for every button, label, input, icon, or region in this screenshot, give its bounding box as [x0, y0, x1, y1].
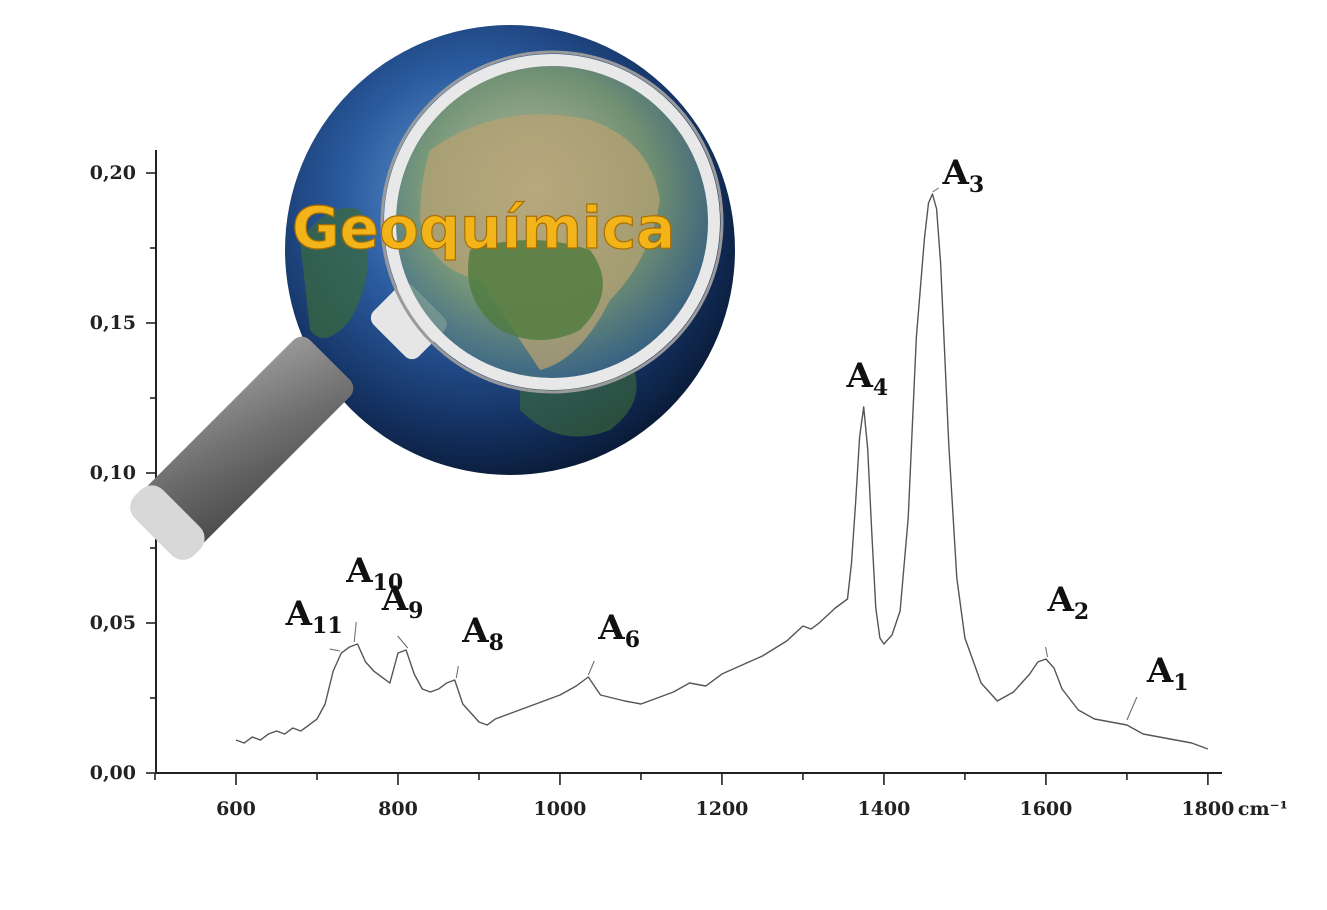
- peak-leader-line: [353, 621, 357, 643]
- peak-label-a9: A9: [381, 579, 424, 624]
- peak-label-a2: A2: [1047, 580, 1090, 625]
- peak-leader-line: [329, 648, 340, 652]
- peak-leader-line: [397, 635, 409, 649]
- axes: 0,00 0,05 0,10 0,15 0,20 600 800 1000 1200 1400 1…: [90, 150, 1288, 820]
- y-ticks: 0,00 0,05 0,10 0,15 0,20: [90, 162, 156, 784]
- x-tick-label: 1000: [534, 798, 587, 820]
- peak-leader-line: [1045, 646, 1049, 658]
- spectrum-line: [235, 193, 1209, 750]
- globe-land-shape: [300, 208, 368, 338]
- y-minor-ticks: [150, 247, 156, 699]
- peak-label-a10: A10: [345, 551, 403, 596]
- x-tick-label: 1600: [1019, 798, 1072, 820]
- logo-title: Geoquímica: [292, 194, 675, 262]
- y-tick-label: 0,10: [90, 462, 136, 484]
- y-tick-label: 0,15: [90, 312, 136, 334]
- x-tick-label: 600: [216, 798, 256, 820]
- peak-label-a6: A6: [597, 608, 640, 653]
- peak-label-a11: A11: [285, 594, 343, 639]
- x-unit-label: cm⁻¹: [1238, 798, 1288, 820]
- peak-leader-line: [1126, 696, 1138, 721]
- lens-forest-shape: [468, 240, 603, 340]
- y-tick-label: 0,20: [90, 162, 136, 184]
- x-tick-label: 1800: [1181, 798, 1234, 820]
- geoquimica-logo: Geoquímica: [130, 25, 735, 560]
- y-tick-label: 0,00: [90, 762, 136, 784]
- peak-leader-line: [455, 665, 459, 679]
- peak-label-a4: A4: [845, 356, 888, 401]
- magnifier-rim: [384, 54, 720, 390]
- x-minor-ticks: [154, 773, 1128, 780]
- magnifier-icon: [130, 50, 724, 560]
- y-tick-label: 0,05: [90, 612, 136, 634]
- x-tick-label: 1200: [696, 798, 749, 820]
- x-tick-label: 1400: [857, 798, 910, 820]
- magnifier-rim-shadow: [380, 50, 724, 394]
- peak-leader-line: [587, 660, 595, 676]
- peak-label-a8: A8: [461, 611, 504, 656]
- magnifier-handle-cap: [130, 485, 205, 560]
- magnifier-handle: [144, 336, 354, 546]
- peak-label-a3: A3: [942, 153, 985, 198]
- peak-leader-line: [932, 187, 939, 193]
- peak-label-a1: A1: [1146, 651, 1189, 696]
- x-ticks: 600 800 1000 1200 1400 1600 1800 cm⁻¹: [216, 773, 1288, 820]
- x-tick-label: 800: [378, 798, 418, 820]
